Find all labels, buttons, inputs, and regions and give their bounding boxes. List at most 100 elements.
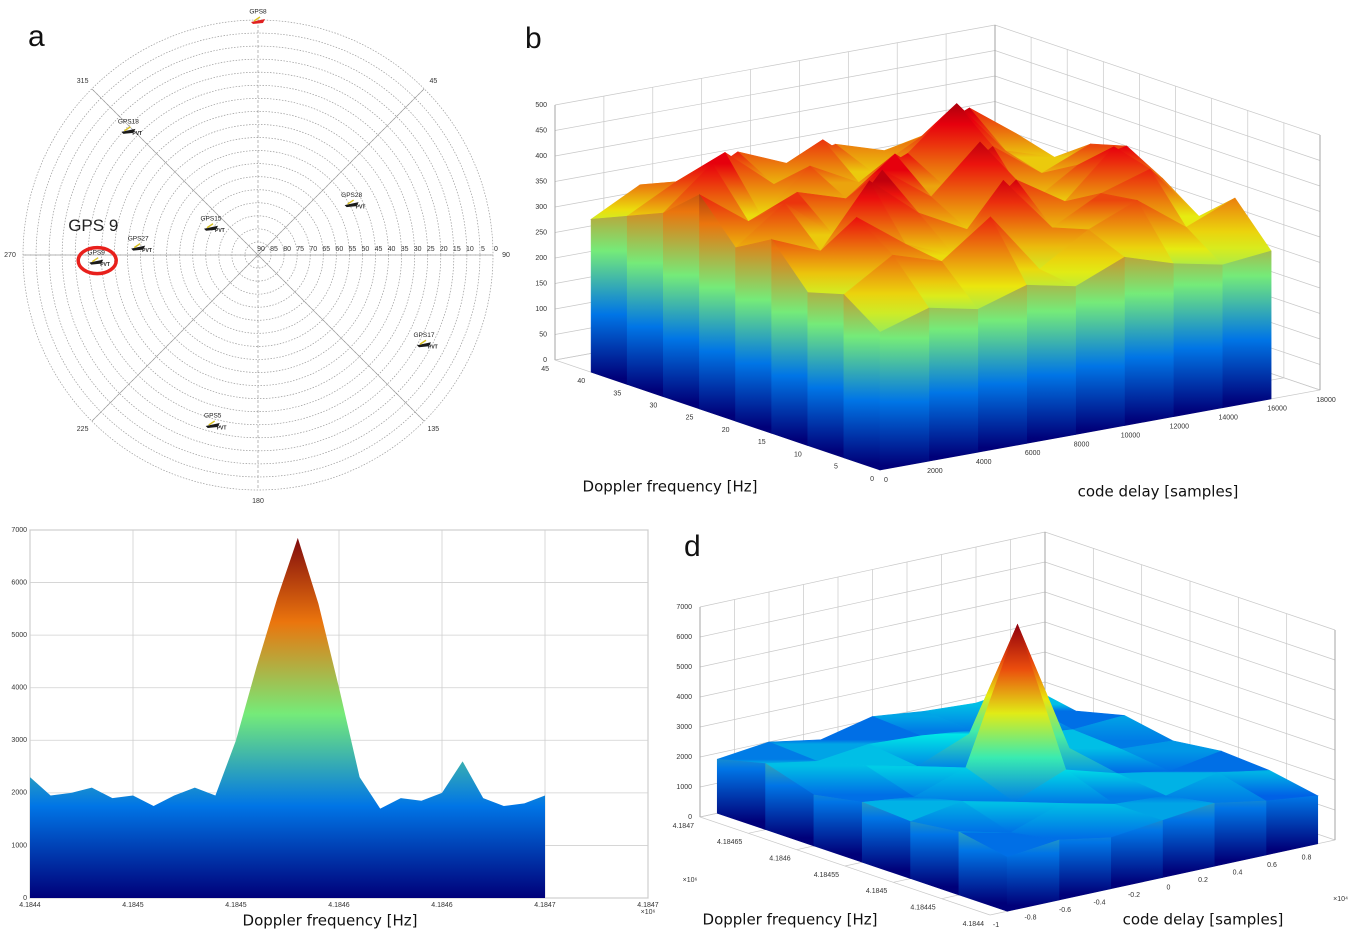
satellite-label: GPS18 — [118, 119, 139, 126]
elevation-ring — [218, 215, 298, 295]
x-tick-label: 4000 — [976, 459, 992, 466]
x-tick-label: 0.8 — [1302, 854, 1312, 861]
azimuth-tick-label: 315 — [77, 78, 89, 85]
surface-side — [1026, 284, 1076, 444]
z-tick-label: 200 — [535, 255, 547, 262]
x-axis-label: code delay [samples] — [1078, 483, 1239, 501]
y-tick-label: 30 — [650, 403, 658, 410]
elevation-tick-label: 90 — [257, 246, 265, 253]
elevation-ring — [48, 45, 468, 465]
satellite-status: PVT — [215, 228, 225, 234]
x-tick-label: 0.6 — [1267, 862, 1277, 869]
x-tick-label: 16000 — [1267, 406, 1287, 413]
satellite-status: PVT — [428, 345, 438, 351]
surface-side — [1124, 256, 1174, 426]
z-tick-label: 400 — [535, 153, 547, 160]
y-tick-label: 1000 — [11, 842, 27, 849]
y-tick-label: 4.1844 — [963, 921, 985, 928]
x-tick-label: 0 — [1167, 884, 1171, 891]
satellite — [344, 202, 359, 208]
y-tick-label: 5000 — [11, 632, 27, 639]
azimuth-tick-label: 225 — [77, 426, 89, 433]
y-tick-label: 15 — [758, 439, 766, 446]
x-tick-label: 0 — [884, 477, 888, 484]
elevation-tick-label: 15 — [453, 246, 461, 253]
azimuth-tick-label: 90 — [502, 252, 510, 259]
surface-side — [910, 821, 960, 896]
elevation-ring — [205, 202, 311, 308]
surface-side — [879, 307, 930, 471]
y-tick-label: 35 — [613, 390, 621, 397]
satellite — [205, 422, 220, 428]
elevation-tick-label: 75 — [296, 246, 304, 253]
x-tick-label: 2000 — [927, 468, 943, 475]
surface-side — [1213, 800, 1267, 867]
y-tick-label: 7000 — [11, 527, 27, 534]
panel-label: b — [525, 22, 542, 55]
y-tick-label: 4.18445 — [910, 905, 935, 912]
x-tick-label: 6000 — [1025, 450, 1041, 457]
satellite — [251, 19, 265, 24]
elevation-ring — [35, 32, 481, 478]
z-tick-label: 3000 — [676, 724, 692, 731]
y-tick-label: 4.1847 — [673, 823, 695, 830]
satellite-label: GPS5 — [204, 413, 222, 420]
surface-side — [1221, 250, 1272, 409]
satellite-label: GPS28 — [341, 192, 362, 199]
elevation-tick-label: 70 — [309, 246, 317, 253]
elevation-tick-label: 45 — [375, 246, 383, 253]
surface-side — [590, 215, 628, 385]
y-tick-label: 0 — [870, 476, 874, 483]
elevation-ring — [166, 163, 350, 347]
x-multiplier: ×10⁶ — [641, 909, 656, 916]
x-tick-label: -0.2 — [1128, 892, 1140, 899]
surface-side — [626, 212, 664, 398]
elevation-ring — [127, 124, 389, 386]
x-tick-label: 4.1847 — [534, 902, 556, 909]
z-tick-label: 4000 — [676, 694, 692, 701]
y-tick-label: 20 — [722, 427, 730, 434]
elevation-tick-label: 60 — [335, 246, 343, 253]
satellite-label: GPS9 — [88, 249, 106, 256]
x-axis-label: Doppler frequency [Hz] — [243, 912, 418, 930]
y-tick-label: 2000 — [11, 790, 27, 797]
x-tick-label: 4.1844 — [19, 902, 41, 909]
azimuth-grid-line — [91, 88, 425, 422]
x-tick-label: 4.1845 — [122, 902, 144, 909]
y-tick-label: 3000 — [11, 737, 27, 744]
grid-line — [554, 24, 1321, 136]
x-tick-label: 4.1846 — [328, 902, 350, 909]
z-tick-label: 250 — [535, 229, 547, 236]
x-tick-label: 0.4 — [1233, 869, 1243, 876]
z-tick-label: 50 — [539, 331, 547, 338]
elevation-tick-label: 35 — [401, 246, 409, 253]
z-tick-label: 1000 — [676, 784, 692, 791]
y-tick-label: 10 — [794, 451, 802, 458]
x-tick-label: 8000 — [1074, 441, 1090, 448]
elevation-tick-label: 0 — [494, 246, 498, 253]
grid-line — [699, 531, 1336, 631]
elevation-tick-label: 55 — [348, 246, 356, 253]
y-tick-label: 4.1846 — [769, 856, 791, 863]
elevation-ring — [179, 176, 337, 334]
y-tick-label: 5 — [834, 464, 838, 471]
surface-side — [663, 194, 700, 410]
annotation-circle — [76, 245, 118, 276]
satellite — [203, 225, 218, 231]
x-tick-label: -0.8 — [1024, 914, 1036, 921]
x-tick-label: 14000 — [1218, 415, 1238, 422]
elevation-ring — [100, 97, 416, 413]
elevation-ring — [153, 150, 363, 360]
satellite-label: GPS8 — [249, 9, 267, 16]
z-tick-label: 150 — [535, 280, 547, 287]
panel-label: a — [28, 20, 45, 53]
elevation-ring — [244, 241, 272, 269]
x-tick-label: 0.2 — [1198, 877, 1208, 884]
surface-side — [1058, 837, 1112, 901]
z-tick-label: 100 — [535, 306, 547, 313]
satellite-status: PVT — [142, 248, 152, 254]
y-tick-label: 25 — [686, 415, 694, 422]
z-tick-label: 0 — [688, 814, 692, 821]
